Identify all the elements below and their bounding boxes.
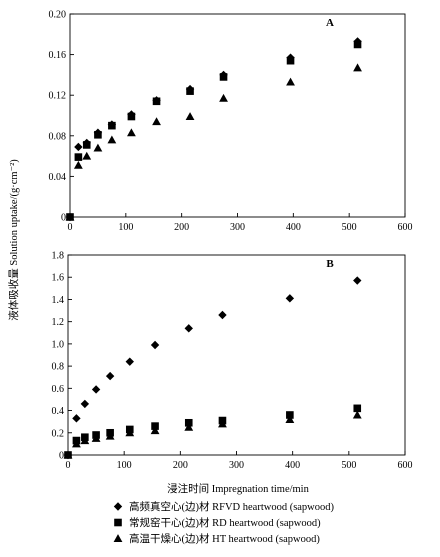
diamond-point	[80, 399, 90, 409]
triangle-point	[72, 439, 81, 448]
square-point	[82, 141, 91, 149]
panel-label-a: A	[326, 17, 334, 29]
triangle-point	[184, 422, 194, 431]
square-point	[353, 40, 362, 49]
triangle-point	[91, 433, 101, 442]
x-tick-label: 100	[118, 222, 133, 233]
y-tick-label: 1.4	[52, 295, 65, 306]
diamond-point	[150, 340, 160, 350]
y-tick-label: 0.04	[49, 172, 67, 183]
y-tick-label: 0	[61, 213, 66, 224]
panel-b: 0 100 200 300 400 500 600 0 0.2 0.4 0.6 0.8 1.0 1.2 1.…	[52, 251, 413, 472]
legend-item-label: 高频真空心(边)材 RFVD heartwood (sapwood)	[129, 500, 335, 513]
x-tick-label: 300	[230, 222, 245, 233]
triangle-point	[150, 426, 160, 435]
triangle-point	[218, 419, 227, 428]
square-point	[219, 73, 228, 81]
triangle-point	[353, 63, 362, 72]
triangle-point	[65, 212, 75, 221]
x-tick-label: 100	[117, 460, 132, 471]
y-tick-label: 1.0	[52, 339, 65, 350]
legend: 高频真空心(边)材 RFVD heartwood (sapwood) 常规窑干心(…	[113, 500, 335, 545]
triangle-point	[80, 436, 90, 445]
panel-a: 0 100 200 300 400 500 600 0 0.04 0.08 0.12 0.16 0.20…	[49, 10, 413, 234]
y-tick-label: 1.8	[52, 251, 65, 262]
y-tick-label: 0.8	[52, 362, 65, 373]
legend-square-icon	[114, 518, 122, 527]
panel-label-b: B	[326, 258, 334, 270]
diamond-point	[91, 385, 101, 394]
diamond-point	[105, 371, 115, 381]
y-tick-label: 0.6	[52, 384, 65, 395]
y-tick-label: 0.12	[49, 91, 67, 102]
y-tick-label: 0.4	[52, 406, 65, 417]
triangle-point	[285, 415, 295, 423]
triangle-point	[73, 160, 83, 169]
diamond-point	[184, 324, 193, 333]
triangle-point	[127, 128, 136, 137]
square-point	[151, 422, 159, 430]
square-point	[108, 121, 116, 130]
square-point	[186, 87, 194, 95]
diamond-point	[125, 357, 134, 366]
y-tick-label: 1.2	[52, 317, 65, 328]
y-axis-title: 液体吸收量 Solution uptake/(g·cm⁻²)	[7, 159, 20, 321]
triangle-point	[352, 410, 362, 419]
square-point	[353, 404, 362, 413]
legend-diamond-icon	[113, 502, 123, 511]
diamond-point	[285, 294, 295, 303]
legend-item-label: 高温干燥心(边)材 HT heartwood (sapwood)	[129, 532, 320, 545]
x-tick-label: 0	[68, 222, 73, 233]
x-tick-label: 600	[398, 460, 413, 471]
x-tick-label: 300	[229, 460, 244, 471]
x-tick-label: 500	[341, 460, 356, 471]
legend-triangle-icon	[113, 534, 123, 543]
triangle-point	[93, 143, 103, 152]
y-tick-label: 0	[59, 451, 64, 462]
square-point	[286, 411, 294, 419]
x-tick-label: 400	[285, 460, 300, 471]
y-tick-label: 0.2	[52, 428, 65, 439]
triangle-point	[105, 431, 115, 440]
x-tick-label: 0	[66, 460, 71, 471]
y-tick-label: 1.6	[52, 273, 65, 284]
triangle-point	[219, 93, 228, 102]
triangle-point	[185, 112, 195, 121]
x-tick-label: 200	[174, 222, 189, 233]
triangle-point	[152, 117, 161, 126]
x-tick-label: 400	[286, 222, 301, 233]
square-point	[184, 418, 193, 427]
x-tick-label: 500	[342, 222, 357, 233]
y-tick-label: 0.16	[49, 50, 67, 61]
triangle-point	[63, 450, 73, 459]
diamond-point	[353, 276, 362, 285]
diamond-point	[218, 310, 227, 320]
x-axis-title: 浸注时间 Impregnation time/min	[167, 482, 309, 495]
x-tick-label: 600	[398, 222, 413, 233]
y-tick-label: 0.08	[49, 131, 67, 142]
square-point	[127, 112, 136, 121]
diamond-point	[74, 142, 83, 152]
square-point	[74, 153, 83, 161]
diamond-point	[72, 414, 81, 423]
plot-frame-b	[67, 254, 406, 456]
triangle-point	[125, 428, 135, 437]
square-point	[94, 130, 102, 139]
triangle-point	[82, 151, 92, 160]
x-tick-label: 200	[173, 460, 188, 471]
triangle-point	[107, 135, 117, 144]
legend-item-label: 常规窑干心(边)材 RD heartwood (sapwood)	[129, 516, 321, 529]
y-tick-label: 0.20	[49, 10, 67, 21]
square-point	[286, 56, 295, 65]
triangle-point	[286, 77, 295, 86]
square-point	[152, 97, 161, 106]
